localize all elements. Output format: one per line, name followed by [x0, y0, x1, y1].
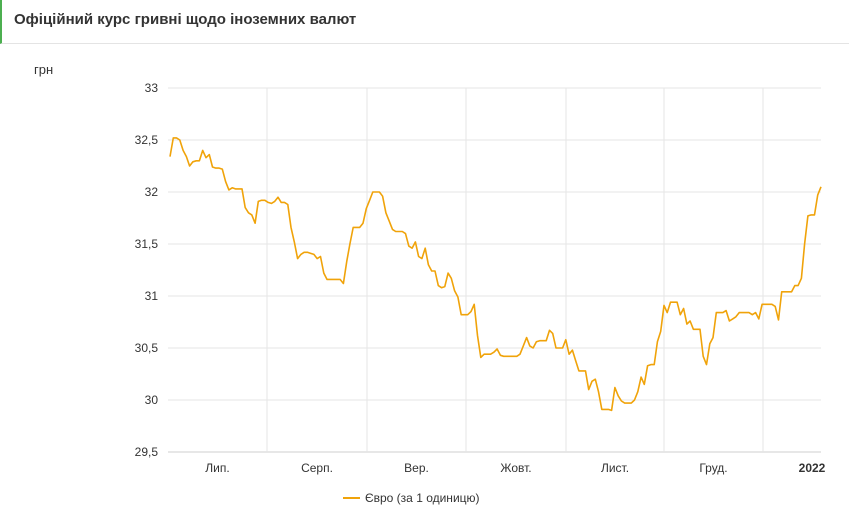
y-tick-label: 29,5: [135, 445, 159, 459]
y-axis-ticks: 29,5 30 30,5 31 31,5 32 32,5 33: [135, 81, 159, 459]
x-tick-label: 2022: [799, 461, 826, 475]
series-line-euro: [169, 137, 822, 412]
x-tick-label: Жовт.: [500, 461, 531, 475]
x-tick-label: Груд.: [699, 461, 727, 475]
legend-label[interactable]: Євро (за 1 одиницю): [365, 491, 480, 505]
page-title: Офіційний курс гривні щодо іноземних вал…: [14, 11, 357, 28]
y-axis-unit-label: грн: [34, 62, 54, 77]
series-layer: [169, 137, 822, 412]
y-tick-label: 30,5: [135, 341, 159, 355]
y-tick-label: 31,5: [135, 237, 159, 251]
y-tick-label: 31: [145, 289, 159, 303]
y-tick-label: 33: [145, 81, 159, 95]
x-tick-label: Лист.: [601, 461, 629, 475]
x-tick-label: Лип.: [205, 461, 229, 475]
x-tick-label: Вер.: [404, 461, 429, 475]
y-tick-label: 32,5: [135, 133, 159, 147]
y-tick-label: 32: [145, 185, 159, 199]
y-tick-label: 30: [145, 393, 159, 407]
x-tick-label: Серп.: [301, 461, 333, 475]
legend[interactable]: Євро (за 1 одиницю): [343, 491, 480, 505]
panel-header: Офіційний курс гривні щодо іноземних вал…: [0, 0, 849, 44]
x-axis-ticks: Лип. Серп. Вер. Жовт. Лист. Груд. 2022: [205, 461, 825, 475]
grid: [168, 87, 821, 453]
